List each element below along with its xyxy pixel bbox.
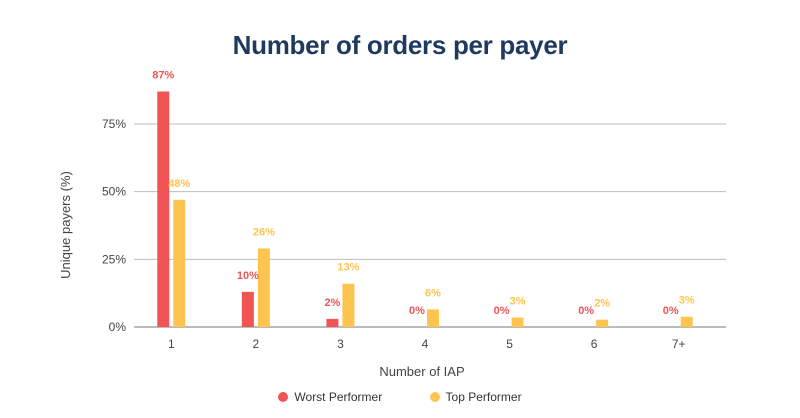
legend-label-worst: Worst Performer xyxy=(294,390,383,404)
data-label-top: 48% xyxy=(168,178,190,190)
data-label-worst: 0% xyxy=(494,305,510,317)
x-tick-label: 5 xyxy=(506,337,513,351)
data-label-worst: 0% xyxy=(578,305,594,317)
data-label-worst: 2% xyxy=(324,297,340,309)
bar-top-2 xyxy=(257,248,270,327)
data-label-top: 2% xyxy=(594,298,610,310)
chart-title: Number of orders per payer xyxy=(232,30,568,60)
legend-item-worst: Worst Performer xyxy=(278,390,382,404)
x-tick-label: 7+ xyxy=(672,337,686,351)
bar-top-3 xyxy=(342,283,355,327)
bar-worst-2 xyxy=(241,291,254,327)
data-label-worst: 0% xyxy=(663,305,679,317)
y-tick-label: 0% xyxy=(109,320,127,334)
data-label-top: 3% xyxy=(510,296,526,308)
data-label-top: 13% xyxy=(337,262,359,274)
bar-worst-3 xyxy=(326,318,339,327)
x-axis-label: Number of IAP xyxy=(379,364,464,379)
x-tick-label: 6 xyxy=(591,337,598,351)
bar-top-1 xyxy=(173,199,186,327)
data-label-worst: 87% xyxy=(152,70,174,82)
y-tick-label: 75% xyxy=(102,117,126,131)
bar-top-7+ xyxy=(680,316,693,327)
bar-top-6 xyxy=(596,319,609,327)
y-tick-label: 25% xyxy=(102,252,126,266)
data-label-worst: 10% xyxy=(237,270,259,282)
bar-worst-1 xyxy=(157,91,170,328)
y-tick-label: 50% xyxy=(102,185,126,199)
data-label-worst: 0% xyxy=(409,305,425,317)
x-tick-label: 3 xyxy=(337,337,344,351)
data-label-top: 3% xyxy=(679,295,695,307)
bar-top-4 xyxy=(427,309,439,327)
y-axis-label: Unique payers (%) xyxy=(58,171,73,279)
x-tick-label: 2 xyxy=(253,337,260,351)
legend-dot-worst xyxy=(278,392,289,402)
legend-label-top: Top Performer xyxy=(445,390,522,404)
data-label-top: 6% xyxy=(425,287,441,299)
bar-top-5 xyxy=(511,317,524,327)
data-label-top: 26% xyxy=(253,227,275,239)
legend-dot-top xyxy=(429,392,440,402)
x-tick-label: 4 xyxy=(422,337,429,351)
legend-item-top: Top Performer xyxy=(429,390,522,404)
x-tick-label: 1 xyxy=(168,337,175,351)
legend: Worst Performer Top Performer xyxy=(0,390,800,405)
